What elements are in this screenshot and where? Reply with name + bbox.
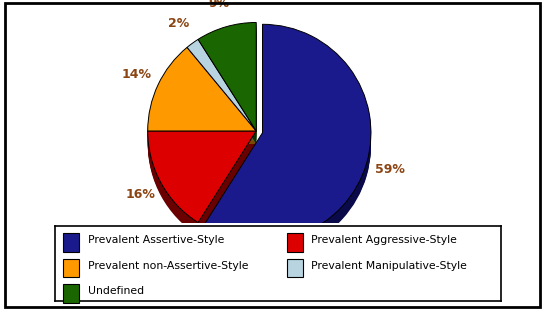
Wedge shape xyxy=(148,141,256,233)
Wedge shape xyxy=(148,54,256,138)
Text: 9%: 9% xyxy=(209,0,230,10)
FancyBboxPatch shape xyxy=(287,259,302,277)
Wedge shape xyxy=(148,59,256,143)
Wedge shape xyxy=(187,52,256,144)
Text: 2%: 2% xyxy=(168,17,189,30)
Wedge shape xyxy=(148,140,256,232)
Wedge shape xyxy=(187,48,256,140)
Wedge shape xyxy=(148,132,256,224)
Wedge shape xyxy=(187,42,256,134)
Wedge shape xyxy=(204,29,371,246)
Wedge shape xyxy=(198,34,256,143)
Wedge shape xyxy=(204,35,371,252)
Wedge shape xyxy=(187,50,256,141)
Text: Prevalent non-Assertive-Style: Prevalent non-Assertive-Style xyxy=(88,261,249,271)
Wedge shape xyxy=(148,49,256,132)
Wedge shape xyxy=(187,47,256,139)
Wedge shape xyxy=(204,31,371,248)
Wedge shape xyxy=(148,131,256,223)
Wedge shape xyxy=(204,37,371,254)
Text: Prevalent Aggressive-Style: Prevalent Aggressive-Style xyxy=(312,235,457,246)
Wedge shape xyxy=(198,28,256,136)
Wedge shape xyxy=(204,26,371,243)
Wedge shape xyxy=(204,33,371,250)
Wedge shape xyxy=(148,51,256,135)
Wedge shape xyxy=(148,135,256,227)
Wedge shape xyxy=(187,45,256,136)
Wedge shape xyxy=(204,27,371,244)
Wedge shape xyxy=(148,143,256,234)
Wedge shape xyxy=(148,136,256,228)
Wedge shape xyxy=(148,50,256,134)
Wedge shape xyxy=(187,43,256,135)
Text: Prevalent Assertive-Style: Prevalent Assertive-Style xyxy=(88,235,225,246)
Wedge shape xyxy=(198,24,256,132)
Wedge shape xyxy=(198,26,256,135)
Wedge shape xyxy=(148,144,256,236)
Wedge shape xyxy=(198,25,256,134)
Text: 16%: 16% xyxy=(125,188,155,201)
Wedge shape xyxy=(198,30,256,139)
Wedge shape xyxy=(148,138,256,229)
Text: 59%: 59% xyxy=(374,163,404,176)
Wedge shape xyxy=(187,41,256,132)
Wedge shape xyxy=(148,53,256,136)
FancyBboxPatch shape xyxy=(63,284,79,303)
FancyBboxPatch shape xyxy=(287,233,302,252)
Wedge shape xyxy=(148,134,256,225)
Wedge shape xyxy=(204,36,371,253)
Wedge shape xyxy=(204,24,371,241)
Wedge shape xyxy=(187,39,256,131)
Wedge shape xyxy=(187,46,256,138)
FancyBboxPatch shape xyxy=(63,233,79,252)
Text: Undefined: Undefined xyxy=(88,286,144,296)
Wedge shape xyxy=(204,32,371,249)
Wedge shape xyxy=(198,23,256,131)
Wedge shape xyxy=(148,58,256,141)
Wedge shape xyxy=(148,55,256,139)
Wedge shape xyxy=(198,32,256,140)
Text: 14%: 14% xyxy=(122,68,152,81)
Wedge shape xyxy=(148,60,256,144)
Wedge shape xyxy=(198,29,256,138)
Text: Prevalent Manipulative-Style: Prevalent Manipulative-Style xyxy=(312,261,468,271)
Wedge shape xyxy=(204,28,371,245)
Wedge shape xyxy=(187,51,256,143)
FancyBboxPatch shape xyxy=(63,259,79,277)
Wedge shape xyxy=(148,139,256,230)
Wedge shape xyxy=(198,33,256,141)
Wedge shape xyxy=(148,56,256,140)
Wedge shape xyxy=(148,47,256,131)
Wedge shape xyxy=(198,36,256,144)
